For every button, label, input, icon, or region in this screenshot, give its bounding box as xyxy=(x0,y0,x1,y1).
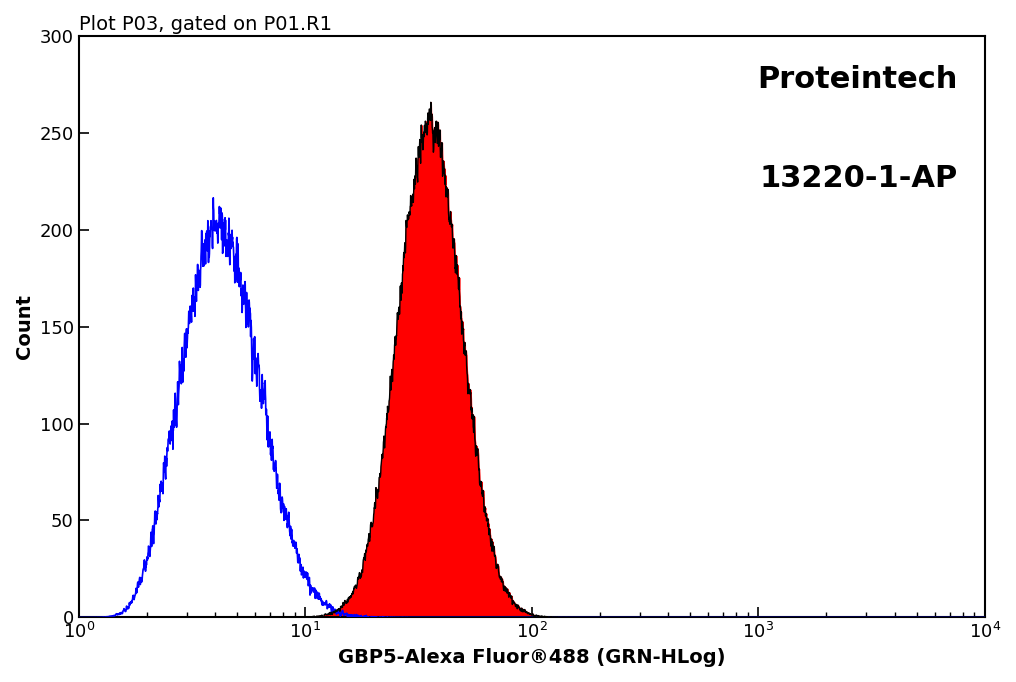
Y-axis label: Count: Count xyxy=(15,294,34,359)
Text: Proteintech: Proteintech xyxy=(757,65,958,93)
X-axis label: GBP5-Alexa Fluor®488 (GRN-HLog): GBP5-Alexa Fluor®488 (GRN-HLog) xyxy=(338,648,725,667)
Text: Plot P03, gated on P01.R1: Plot P03, gated on P01.R1 xyxy=(78,15,331,34)
Text: 13220-1-AP: 13220-1-AP xyxy=(759,164,958,192)
